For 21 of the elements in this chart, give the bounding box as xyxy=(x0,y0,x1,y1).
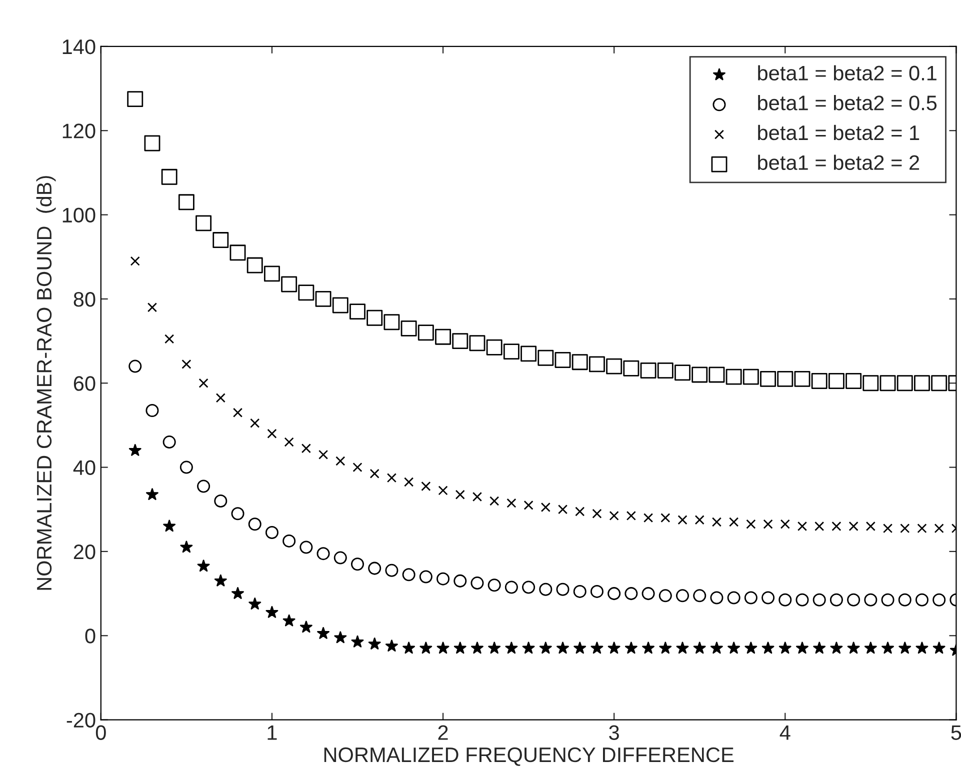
y-tick-label: 20 xyxy=(74,544,96,560)
x-tick-label: 2 xyxy=(438,725,448,740)
x-tick-label: 4 xyxy=(780,725,790,740)
x-tick-label: 3 xyxy=(609,725,619,740)
legend-label: beta1 = beta2 = 2 xyxy=(758,154,920,170)
y-axis-title: NORMALIZED CRAMER-RAO BOUND (dB) xyxy=(36,176,56,590)
y-tick-label: 0 xyxy=(85,628,96,644)
y-tick-label: 60 xyxy=(74,376,96,391)
legend-label: beta1 = beta2 = 0.5 xyxy=(758,95,937,110)
y-tick-label: 120 xyxy=(62,124,96,138)
x-axis-title: NORMALIZED FREQUENCY DIFFERENCE xyxy=(324,747,734,766)
y-tick-label: -20 xyxy=(66,712,96,728)
legend-label: beta1 = beta2 = 0.1 xyxy=(758,65,936,80)
y-tick-label: 100 xyxy=(62,208,96,223)
legend-label: beta1 = beta2 = 1 xyxy=(758,124,920,140)
x-tick-label: 0 xyxy=(96,725,106,740)
y-tick-label: 40 xyxy=(73,460,96,476)
x-tick-label: 5 xyxy=(951,725,961,740)
y-tick-label: 80 xyxy=(74,292,96,307)
y-tick-label: 140 xyxy=(62,39,96,54)
x-tick-label: 1 xyxy=(268,725,277,740)
